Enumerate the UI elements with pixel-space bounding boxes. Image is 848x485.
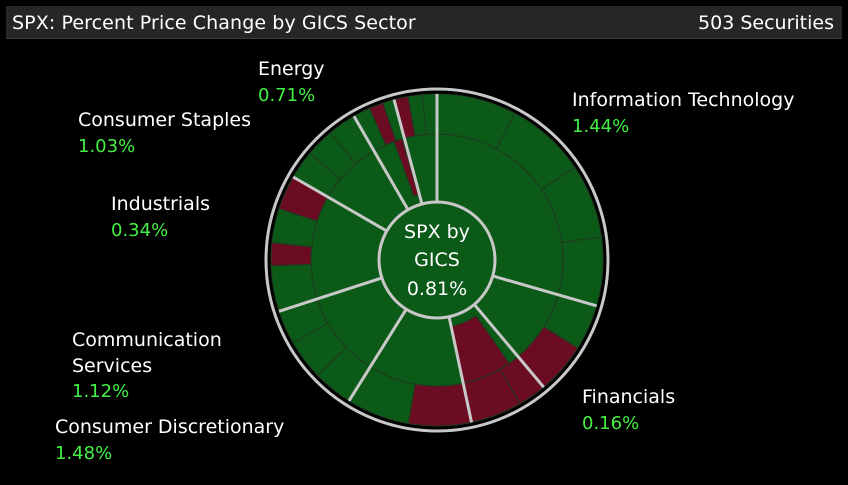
sector-value-financials: 0.16% xyxy=(582,413,639,434)
sector-separator-financials xyxy=(492,274,597,308)
sector-label-energy: Energy xyxy=(258,58,325,80)
sector-value-consumer-discretionary: 1.48% xyxy=(55,443,112,464)
center-value: 0.81% xyxy=(407,278,467,300)
sector-value-information-technology: 1.44% xyxy=(572,116,629,137)
securities-count: 503 Securities xyxy=(698,12,834,34)
sector-label-communication-services-line2: Services xyxy=(72,355,152,377)
sector-separator-consumer-discretionary xyxy=(447,316,473,423)
sector-label-consumer-discretionary: Consumer Discretionary xyxy=(55,416,284,438)
outer-ring xyxy=(264,87,610,433)
sector-value-consumer-staples: 1.03% xyxy=(78,136,135,157)
chart-title: SPX: Percent Price Change by GICS Sector xyxy=(12,12,416,34)
sector-separator-industrials xyxy=(278,276,383,313)
center-disc xyxy=(377,200,497,320)
sector-separator-energy xyxy=(352,115,410,211)
sector-label-industrials: Industrials xyxy=(111,193,210,215)
sector-value-communication-services: 1.12% xyxy=(72,381,129,402)
sector-label-information-technology: Information Technology xyxy=(572,89,794,111)
sector-value-industrials: 0.34% xyxy=(111,220,168,241)
sector-value-energy: 0.71% xyxy=(258,85,315,106)
sector-label-consumer-staples: Consumer Staples xyxy=(78,109,251,131)
sector-separator-health-care xyxy=(473,303,545,389)
sector-label-communication-services-line1: Communication xyxy=(72,329,222,351)
center-label-line1: SPX by xyxy=(404,221,470,243)
sector-separator-consumer-staples xyxy=(292,175,388,233)
sector-separator-other-sectors xyxy=(392,99,424,205)
sub-industry-cell-9 xyxy=(407,382,473,427)
sector-separator-communication-services xyxy=(347,308,408,402)
center-label-line2: GICS xyxy=(414,249,460,271)
title-bar: SPX: Percent Price Change by GICS Sector… xyxy=(6,6,842,39)
sunburst-segments xyxy=(270,93,604,427)
sector-label-financials: Financials xyxy=(582,386,675,408)
